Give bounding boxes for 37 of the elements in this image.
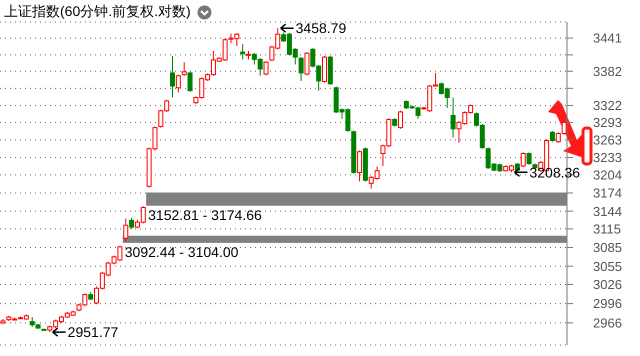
candlestick [170, 56, 176, 98]
y-tick-label: 3233 [593, 150, 622, 166]
candlestick [550, 130, 555, 142]
band-label: 3152.81 - 3174.66 [148, 206, 262, 223]
y-tick-label: 3322 [593, 98, 622, 114]
y-tick-label: 3144 [593, 204, 622, 219]
candlestick [298, 56, 304, 82]
annotation: 2951.77 [68, 324, 119, 340]
candlestick [304, 52, 310, 76]
band-label: 3092.44 - 3104.00 [124, 244, 239, 260]
y-tick-label: 3085 [593, 240, 622, 256]
y-tick-label: 3115 [593, 222, 621, 237]
y-tick-label: 3382 [593, 64, 622, 79]
y-tick-label: 3293 [593, 114, 622, 130]
y-tick-label: 3441 [593, 30, 622, 46]
candlestick [450, 97, 456, 138]
candlestick [188, 71, 193, 92]
candlestick [129, 217, 134, 230]
candlestick [526, 152, 532, 166]
annotation: 3458.79 [296, 20, 346, 36]
y-tick-label: 2966 [593, 316, 622, 331]
y-tick-label: 3055 [593, 258, 622, 274]
candlestick [520, 152, 526, 168]
candlestick [176, 74, 181, 93]
chart-title: 上证指数(60分钟.前复权.对数) [4, 3, 191, 21]
y-tick-label: 3263 [593, 132, 622, 148]
y-tick-label: 3204 [593, 168, 622, 183]
candlestick [240, 44, 246, 60]
y-tick-label: 2996 [593, 296, 622, 312]
y-tick-label: 3026 [593, 277, 622, 292]
candlestick [357, 150, 362, 182]
candlestick [264, 60, 269, 76]
candlestick [182, 62, 187, 76]
candlestick [123, 218, 128, 242]
candlestick [398, 110, 403, 130]
annotation: 3208.36 [529, 164, 580, 180]
y-tick-label: 3174 [593, 186, 622, 201]
